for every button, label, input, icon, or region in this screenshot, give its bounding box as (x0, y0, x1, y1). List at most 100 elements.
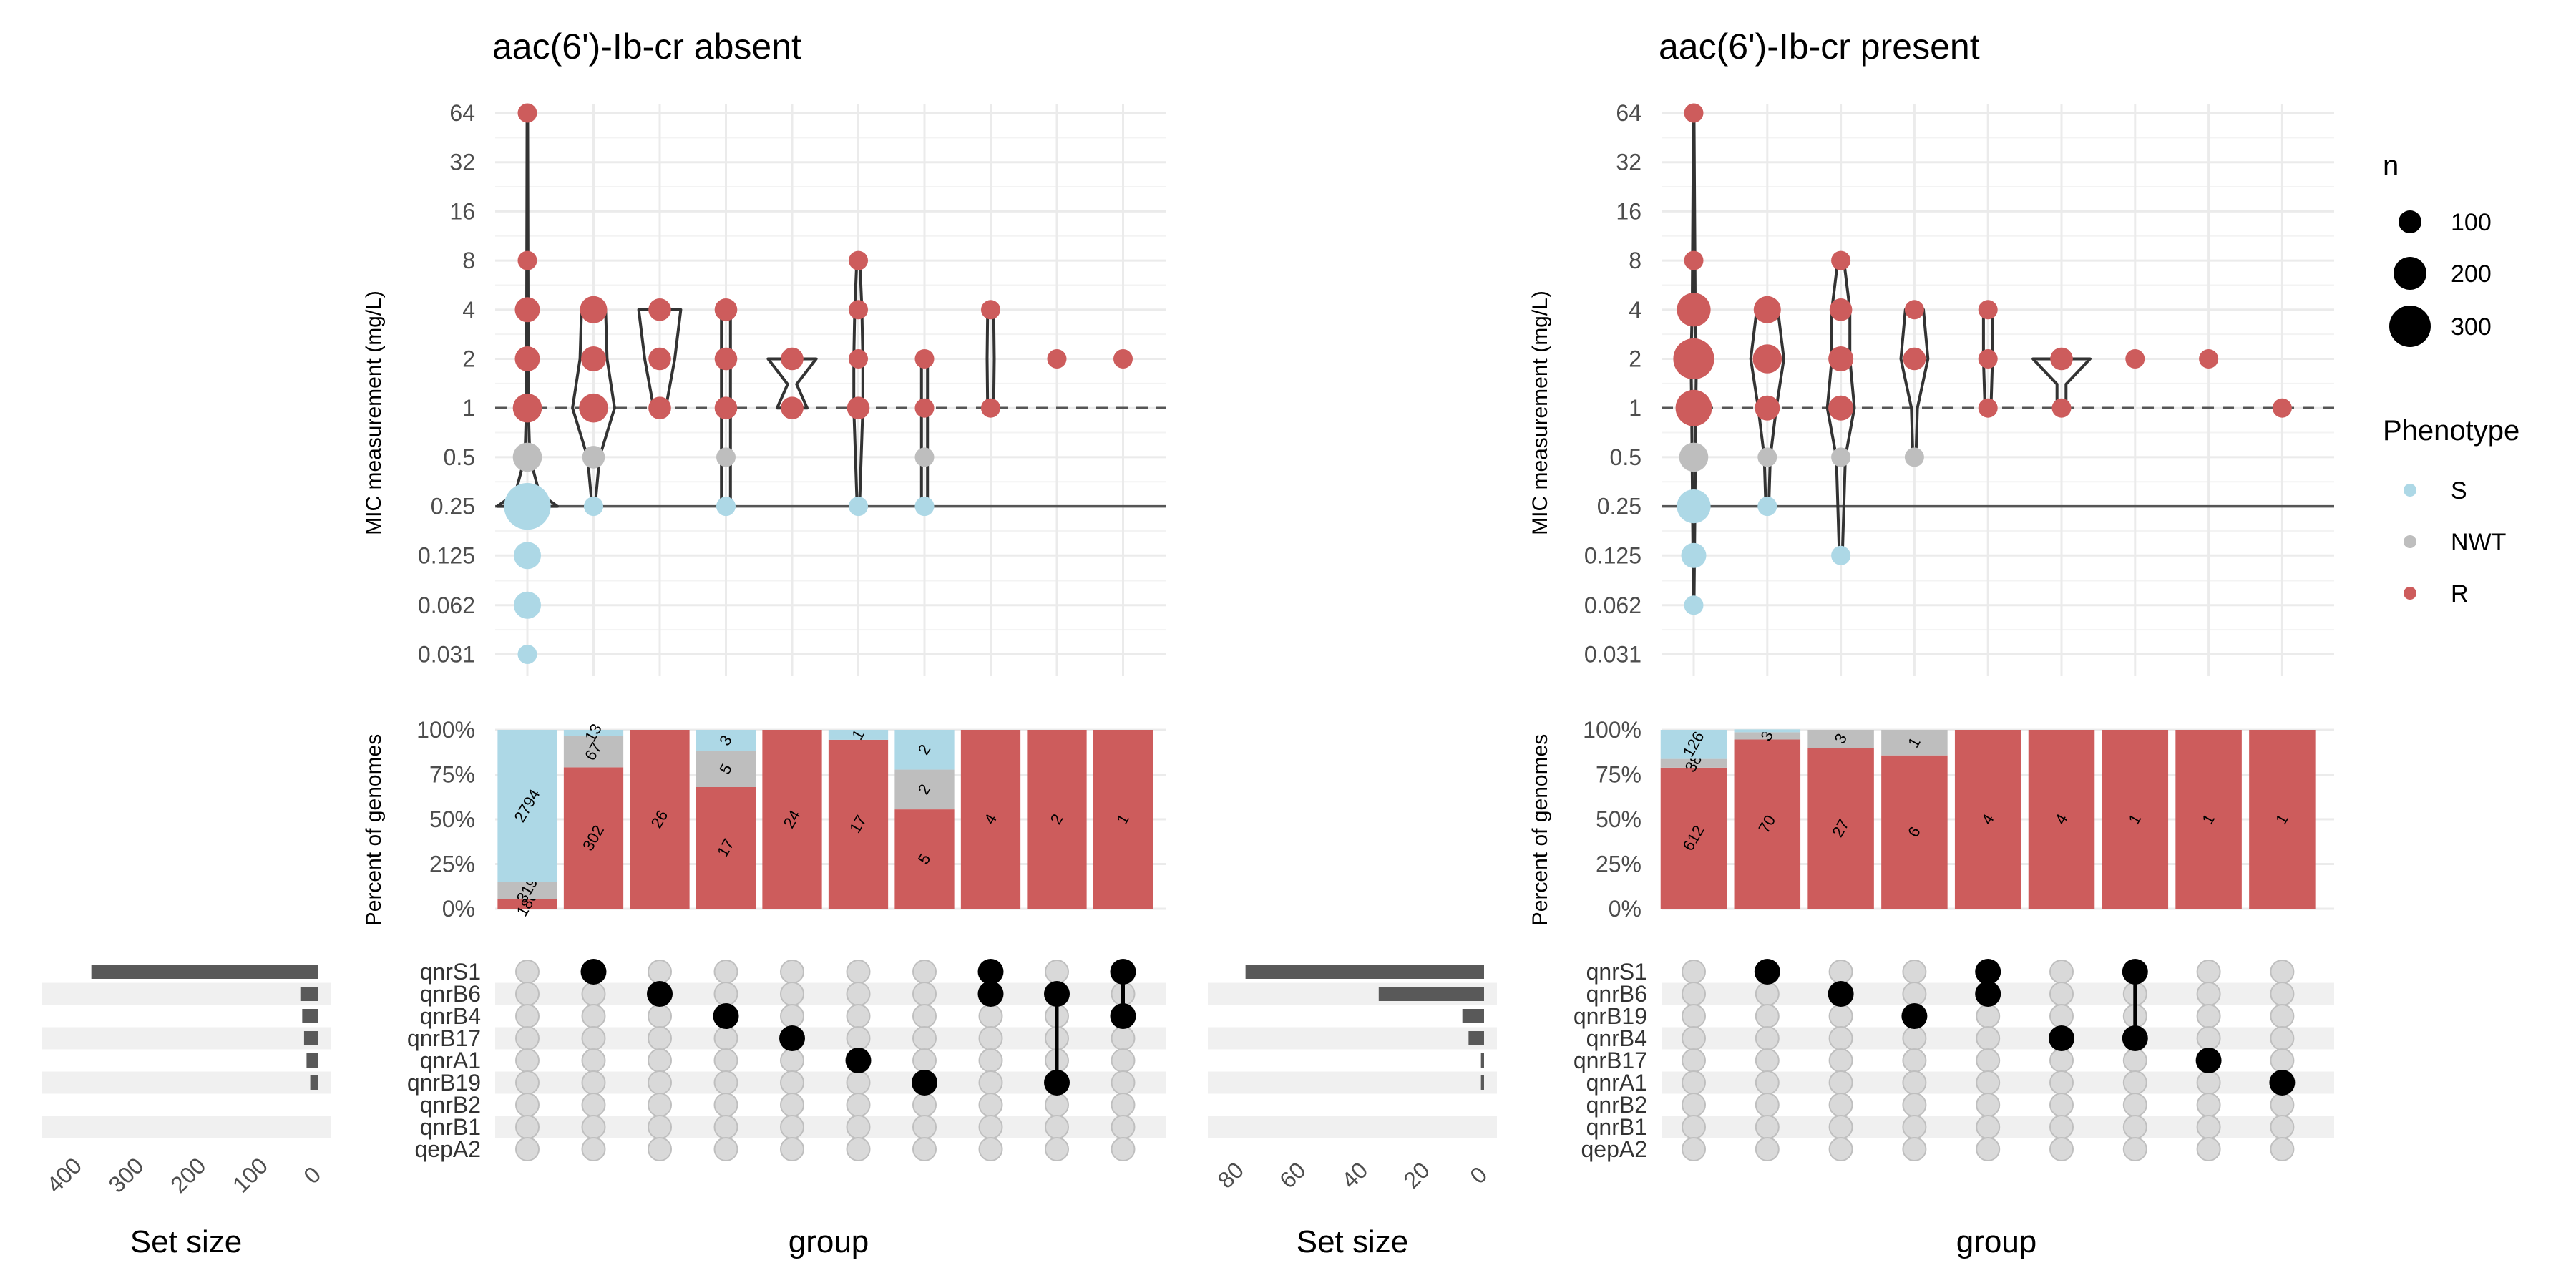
matrix-dot-off (1976, 1137, 2001, 1161)
set-stripe (1208, 1027, 1497, 1050)
mic-point-R (2272, 398, 2292, 418)
matrix-dot-off (912, 960, 937, 984)
pct-tick-label: 100% (1583, 717, 1641, 743)
matrix-dot-off (1828, 1137, 1853, 1161)
matrix-dot-off (648, 960, 672, 984)
mic-tick-label: 0.5 (1610, 444, 1641, 470)
mic-point-R (1904, 300, 1924, 320)
gene-label: qnrB6 (420, 981, 481, 1007)
mic-point-NWT (582, 446, 605, 469)
set-size-axis-title: Set size (130, 1224, 243, 1259)
mic-point-S (504, 483, 551, 530)
matrix-dot-off (713, 1115, 738, 1139)
color-legend-key-S (2404, 484, 2416, 497)
set-size-bar (302, 1009, 318, 1023)
matrix-dot-off (2270, 1115, 2295, 1139)
bar-segment-R (2175, 730, 2242, 909)
bar-segment-R (1734, 739, 1801, 909)
matrix-dot-off (2049, 1048, 2074, 1073)
mic-point-R (1047, 349, 1067, 369)
mic-point-R (1753, 296, 1781, 323)
matrix-dot-off (2270, 1004, 2295, 1028)
mic-tick-label: 0.031 (418, 641, 475, 667)
bar-segment-NWT (1734, 732, 1801, 740)
mic-point-S (584, 497, 603, 517)
bar-segment-R (960, 730, 1021, 909)
mic-point-S (1684, 595, 1704, 615)
mic-point-R (714, 298, 738, 321)
matrix-dot-off (780, 1048, 804, 1073)
mic-point-R (1829, 298, 1853, 321)
bar-segment-S (1660, 730, 1727, 759)
gene-label: qnrB17 (1574, 1048, 1647, 1073)
gene-label: qnrB17 (407, 1025, 481, 1051)
matrix-dot-off (1045, 1115, 1069, 1139)
mic-point-R (849, 349, 868, 369)
mic-point-R (580, 296, 608, 323)
matrix-dot-off (515, 960, 540, 984)
matrix-dot-on (2122, 959, 2148, 985)
color-legend-key-NWT (2404, 535, 2416, 548)
mic-tick-label: 0.062 (1584, 592, 1641, 618)
size-legend-key-100 (2399, 210, 2421, 233)
mic-tick-label: 8 (1629, 248, 1641, 273)
matrix-dot-on (1901, 1003, 1928, 1029)
set-size-bar (1245, 965, 1484, 979)
matrix-dot-off (780, 1093, 804, 1117)
matrix-dot-off (1682, 1070, 1706, 1095)
gene-label: qnrS1 (1586, 959, 1647, 985)
size-legend-label: 300 (2451, 313, 2492, 341)
matrix-dot-off (581, 1026, 606, 1050)
mic-point-R (517, 103, 537, 123)
mic-point-R (1978, 349, 1998, 369)
matrix-dot-off (1976, 1026, 2001, 1050)
matrix-dot-off (1045, 1093, 1069, 1117)
mic-tick-label: 0.125 (418, 542, 475, 568)
matrix-dot-off (2196, 982, 2221, 1006)
mic-point-S (914, 497, 935, 517)
bar-segment-R (563, 767, 624, 909)
size-legend-key-200 (2394, 257, 2426, 290)
mic-point-NWT (914, 447, 935, 467)
matrix-dot-off (846, 982, 871, 1006)
bar-segment-S (497, 730, 557, 882)
panel-absent: aac(6')-Ib-cr absent MIC measurement (mg… (42, 26, 1166, 1259)
matrix-dot-off (1111, 1093, 1136, 1117)
set-stripe (42, 1116, 331, 1138)
gene-label: qnrB2 (1586, 1092, 1647, 1118)
mic-point-R (648, 396, 671, 419)
mic-tick-label: 32 (1616, 150, 1641, 175)
mic-point-R (849, 250, 868, 270)
matrix-dot-off (780, 982, 804, 1006)
bar-segment-R (1954, 730, 2021, 909)
matrix-dot-off (2049, 1070, 2074, 1095)
matrix-dot-off (1976, 1093, 2001, 1117)
panel-present: aac(6')-Ib-cr present MIC measurement (m… (1208, 26, 2334, 1259)
mic-point-R (581, 346, 606, 371)
gene-label: qnrS1 (420, 959, 481, 985)
matrix-dot-on (2049, 1025, 2074, 1051)
bar-segment-R (630, 730, 690, 909)
bar-segment-S (828, 730, 889, 740)
mic-point-R (2051, 398, 2072, 418)
mic-point-NWT (1904, 447, 1924, 467)
matrix-dot-off (846, 960, 871, 984)
matrix-dot-off (2196, 1093, 2221, 1117)
matrix-dot-off (2270, 1048, 2295, 1073)
mic-tick-label: 2 (462, 346, 475, 372)
matrix-dot-off (846, 1070, 871, 1095)
matrix-dot-off (1828, 1048, 1853, 1073)
set-size-bar (1480, 1075, 1484, 1090)
size-legend-title: n (2383, 150, 2399, 182)
group-axis-title: group (1956, 1224, 2037, 1259)
bar-segment-R (828, 739, 889, 909)
matrix-dot-off (1755, 1137, 1780, 1161)
matrix-dot-off (2122, 1115, 2147, 1139)
mic-point-R (512, 393, 542, 423)
mic-tick-label: 16 (449, 198, 475, 224)
matrix-dot-off (1828, 1004, 1853, 1028)
mic-tick-label: 4 (1629, 297, 1641, 323)
bar-segment-NWT (1807, 730, 1874, 748)
mic-point-R (1755, 395, 1780, 421)
matrix-dot-off (713, 1137, 738, 1161)
